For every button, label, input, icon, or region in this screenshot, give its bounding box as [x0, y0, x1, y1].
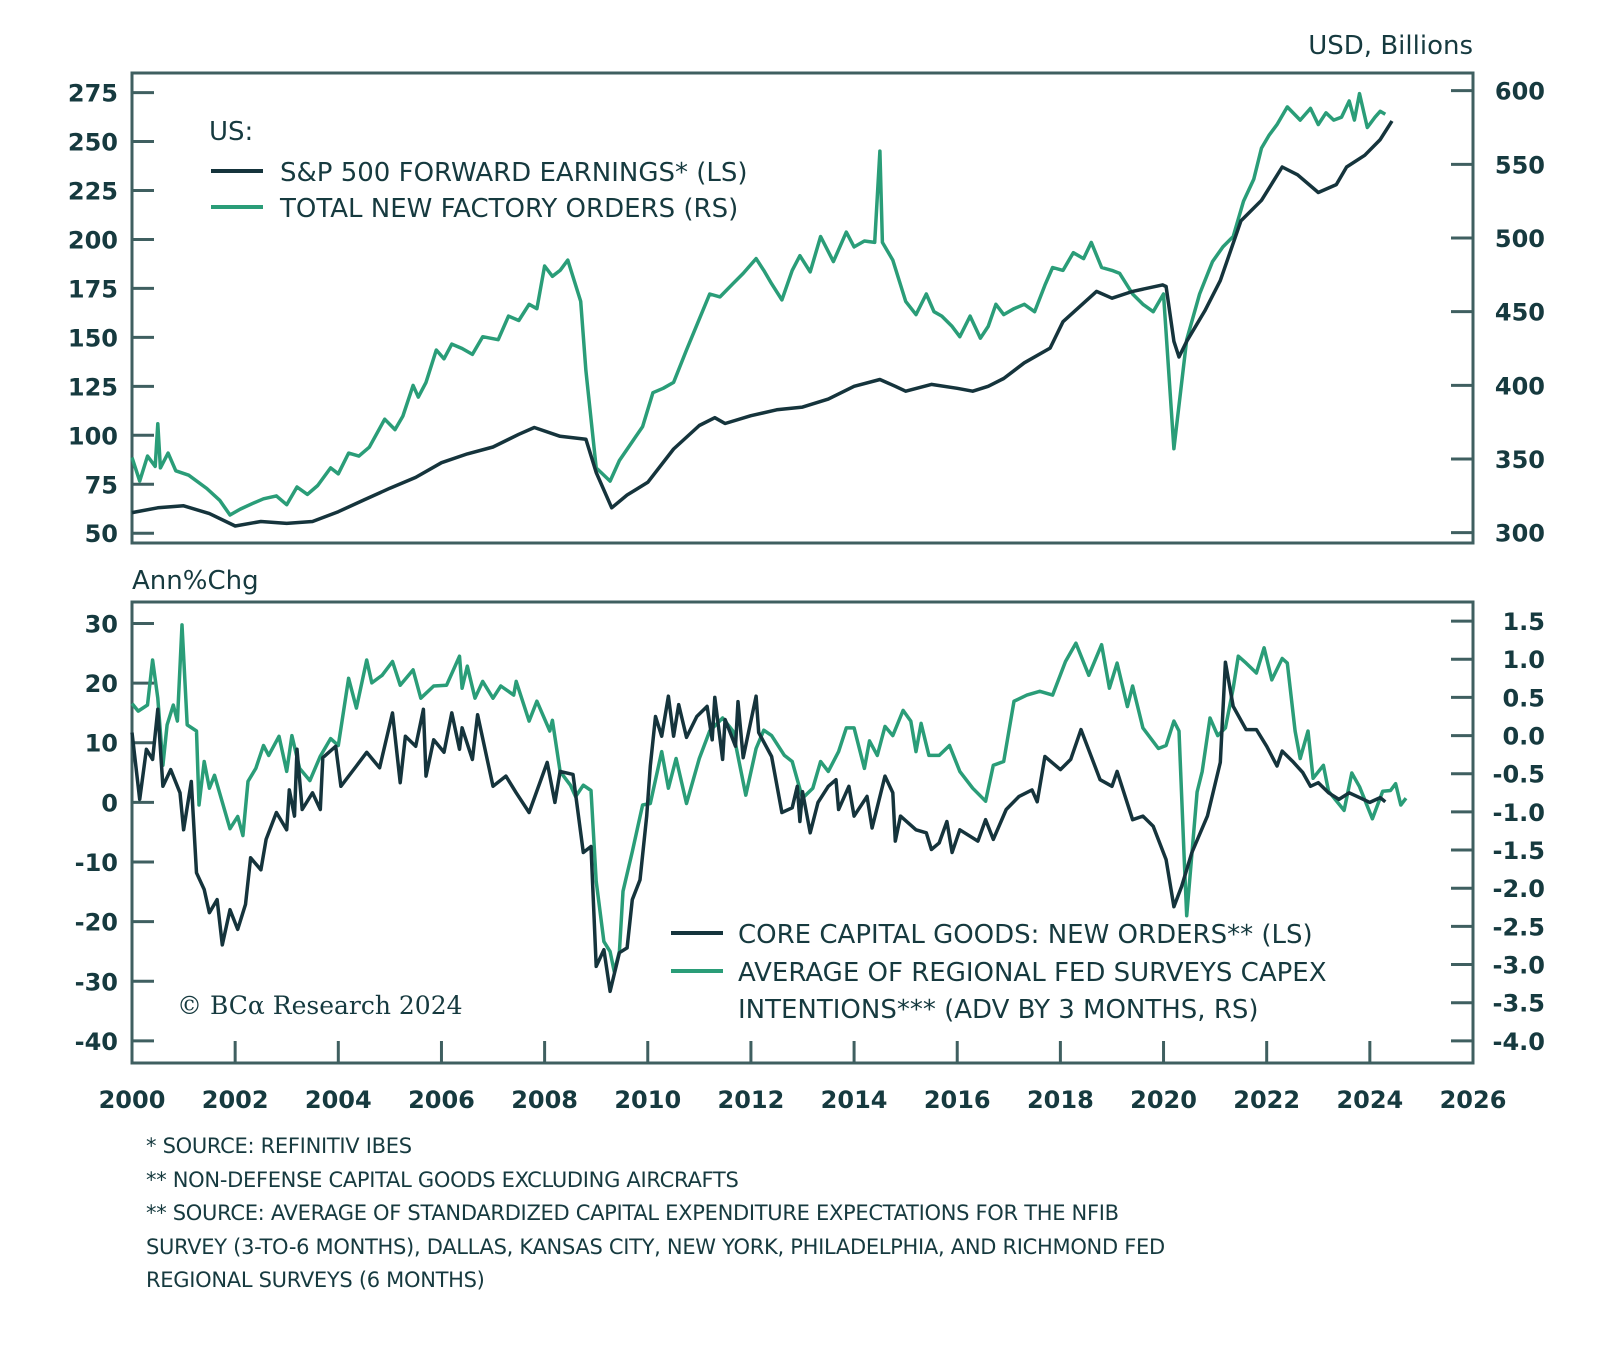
bottom-legend-label-capital-goods: CORE CAPITAL GOODS: NEW ORDERS** (LS) [738, 920, 1313, 950]
top-left-tick-label: 225 [68, 178, 118, 206]
bottom-right-axis: 1.5 1.0 0.5 0.0 -0.5 -1.0 -1.5 -2.0 -2.5 -3.0 -3.5… [1451, 608, 1545, 1056]
x-axis: 2000 2002 2004 2006 2008 2010 2012 2014 2016 2018… [99, 1041, 1507, 1114]
top-legend-title: US: [209, 117, 253, 147]
top-plot-frame [130, 71, 1475, 545]
bottom-right-tick-label: -2.5 [1493, 913, 1545, 941]
bottom-right-tick-label: 1.0 [1502, 646, 1545, 674]
x-tick-label: 2026 [1440, 1086, 1507, 1114]
top-legend-label-earnings: S&P 500 FORWARD EARNINGS* (LS) [280, 158, 748, 188]
series-line-factory-orders [130, 91, 1387, 517]
x-tick-label: 2006 [408, 1086, 475, 1114]
bottom-right-tick-label: 0.0 [1502, 723, 1545, 751]
top-right-tick-label: 450 [1495, 299, 1545, 327]
copyright: © BCα Research 2024 [177, 991, 463, 1020]
top-right-tick-label: 350 [1495, 446, 1545, 474]
bottom-right-tick-label: -1.0 [1493, 799, 1545, 827]
top-right-tick-label: 500 [1495, 225, 1545, 253]
bottom-left-tick-label: -40 [75, 1028, 118, 1056]
top-legend-label-orders: TOTAL NEW FACTORY ORDERS (RS) [279, 194, 738, 224]
footnote-2: ** NON-DEFENSE CAPITAL GOODS EXCLUDING A… [146, 1168, 739, 1192]
top-series [130, 91, 1394, 528]
top-right-tick-label: 400 [1495, 372, 1545, 400]
x-tick-label: 2004 [305, 1086, 372, 1114]
footnote-1: * SOURCE: REFINITIV IBES [146, 1134, 412, 1158]
top-right-tick-label: 300 [1495, 520, 1545, 548]
bottom-right-tick-label: -4.0 [1493, 1028, 1545, 1056]
top-left-tick-label: 150 [68, 324, 118, 352]
bottom-left-axis-unit: Ann%Chg [132, 566, 259, 596]
bottom-right-tick-label: -2.0 [1493, 875, 1545, 903]
bottom-right-tick-label: 1.5 [1502, 608, 1545, 636]
bottom-legend: CORE CAPITAL GOODS: NEW ORDERS** (LS) AV… [671, 920, 1327, 1025]
x-tick-label: 2020 [1130, 1086, 1197, 1114]
bottom-series [130, 623, 1408, 994]
bottom-legend-label-capex-1: AVERAGE OF REGIONAL FED SURVEYS CAPEX [738, 958, 1327, 988]
top-left-tick-label: 50 [85, 520, 118, 548]
x-tick-label: 2022 [1233, 1086, 1300, 1114]
top-left-tick-label: 200 [68, 226, 118, 254]
bottom-right-tick-label: 0.5 [1502, 684, 1545, 712]
bottom-left-tick-label: 10 [85, 730, 118, 758]
top-left-tick-label: 125 [68, 373, 118, 401]
top-left-tick-label: 275 [68, 80, 118, 108]
bottom-legend-label-capex-2: INTENTIONS*** (ADV BY 3 MONTHS, RS) [738, 995, 1259, 1025]
top-right-tick-label: 550 [1495, 151, 1545, 179]
top-right-axis-unit: USD, Billions [1308, 31, 1473, 61]
bottom-left-tick-label: -20 [75, 909, 118, 937]
x-tick-label: 2008 [511, 1086, 578, 1114]
bottom-left-tick-label: 30 [85, 610, 118, 638]
bottom-right-tick-label: -1.5 [1493, 837, 1545, 865]
footnote-3: ** SOURCE: AVERAGE OF STANDARDIZED CAPIT… [146, 1201, 1119, 1225]
top-left-tick-label: 75 [85, 471, 118, 499]
bottom-plot-frame [130, 600, 1475, 1065]
top-panel: USD, Billions 275 250 225 200 175 150 125 100 75… [68, 31, 1545, 548]
top-left-tick-label: 100 [68, 422, 118, 450]
x-tick-label: 2016 [924, 1086, 991, 1114]
bottom-left-tick-label: -10 [75, 849, 118, 877]
bottom-left-axis: 30 20 10 0 -10 -20 -30 -40 [75, 610, 154, 1056]
top-right-tick-label: 600 [1495, 78, 1545, 106]
footnote-5: REGIONAL SURVEYS (6 MONTHS) [146, 1268, 485, 1292]
top-left-axis: 275 250 225 200 175 150 125 100 75 50 [68, 80, 154, 548]
x-tick-label: 2018 [1027, 1086, 1094, 1114]
bottom-left-tick-label: 0 [101, 789, 118, 817]
x-tick-label: 2024 [1336, 1086, 1403, 1114]
x-tick-label: 2010 [614, 1086, 681, 1114]
x-tick-label: 2012 [718, 1086, 785, 1114]
x-tick-label: 2000 [99, 1086, 166, 1114]
top-legend: US: S&P 500 FORWARD EARNINGS* (LS) TOTAL… [209, 117, 748, 224]
series-line-core-capital-goods [130, 660, 1387, 994]
x-tick-label: 2014 [821, 1086, 888, 1114]
footnote-4: SURVEY (3-TO-6 MONTHS), DALLAS, KANSAS C… [146, 1235, 1165, 1259]
top-right-axis: 600 550 500 450 400 350 300 [1451, 78, 1545, 548]
series-line-sp500-forward-earnings [131, 120, 1394, 528]
bottom-right-tick-label: -3.5 [1493, 990, 1545, 1018]
bottom-left-tick-label: -30 [75, 968, 118, 996]
top-left-tick-label: 250 [68, 129, 118, 157]
bottom-right-tick-label: -3.0 [1493, 952, 1545, 980]
x-tick-label: 2002 [202, 1086, 269, 1114]
bottom-right-tick-label: -0.5 [1493, 761, 1545, 789]
bottom-left-tick-label: 20 [85, 670, 118, 698]
top-left-tick-label: 175 [68, 275, 118, 303]
